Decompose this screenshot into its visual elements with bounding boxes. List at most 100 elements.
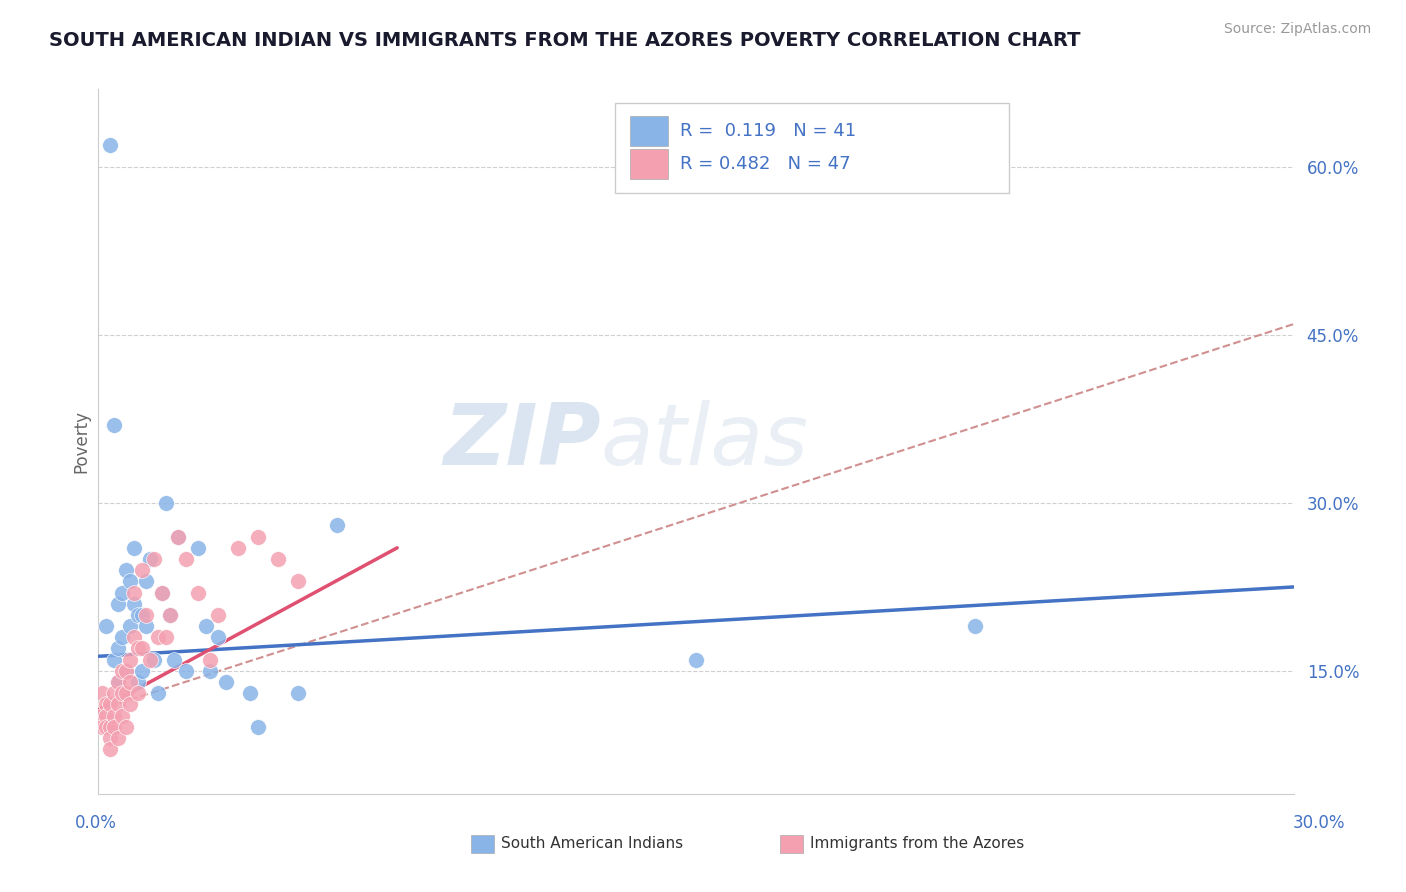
Point	[103, 686, 125, 700]
Point	[107, 641, 129, 656]
Point	[115, 664, 138, 678]
Text: Immigrants from the Azores: Immigrants from the Azores	[810, 837, 1024, 851]
Point	[155, 496, 177, 510]
Point	[111, 708, 134, 723]
Point	[91, 720, 114, 734]
Text: Source: ZipAtlas.com: Source: ZipAtlas.com	[1223, 22, 1371, 37]
Point	[131, 607, 153, 622]
Point	[124, 630, 146, 644]
Point	[127, 686, 149, 700]
FancyBboxPatch shape	[614, 103, 1010, 194]
Point	[103, 720, 125, 734]
Point	[107, 675, 129, 690]
Point	[115, 720, 138, 734]
Point	[120, 619, 142, 633]
Point	[131, 664, 153, 678]
Point	[111, 585, 134, 599]
Bar	[630, 116, 668, 145]
Point	[287, 686, 309, 700]
Point	[135, 619, 157, 633]
Point	[246, 720, 269, 734]
Point	[148, 630, 170, 644]
Point	[207, 607, 229, 622]
Text: 0.0%: 0.0%	[75, 814, 117, 831]
Point	[187, 585, 209, 599]
Point	[148, 686, 170, 700]
Point	[98, 731, 122, 745]
Point	[155, 630, 177, 644]
Point	[96, 698, 118, 712]
Point	[107, 597, 129, 611]
Point	[120, 698, 142, 712]
Point	[120, 675, 142, 690]
Point	[98, 698, 122, 712]
Point	[124, 597, 146, 611]
Point	[685, 653, 707, 667]
Point	[287, 574, 309, 589]
Text: atlas: atlas	[600, 400, 808, 483]
Point	[187, 541, 209, 555]
Point	[139, 552, 162, 566]
Point	[98, 138, 122, 153]
Point	[131, 641, 153, 656]
Point	[267, 552, 290, 566]
Text: R = 0.482   N = 47: R = 0.482 N = 47	[681, 155, 851, 173]
Point	[195, 619, 218, 633]
Point	[198, 664, 221, 678]
Point	[124, 585, 146, 599]
Point	[103, 417, 125, 432]
Point	[111, 686, 134, 700]
Point	[167, 530, 190, 544]
Point	[124, 541, 146, 555]
Point	[127, 675, 149, 690]
Text: 30.0%: 30.0%	[1292, 814, 1346, 831]
Point	[174, 664, 197, 678]
Point	[120, 574, 142, 589]
Point	[135, 574, 157, 589]
Point	[96, 720, 118, 734]
Point	[139, 653, 162, 667]
Text: South American Indians: South American Indians	[501, 837, 683, 851]
Point	[167, 530, 190, 544]
Point	[150, 585, 173, 599]
Point	[215, 675, 238, 690]
Point	[207, 630, 229, 644]
Point	[159, 607, 181, 622]
Point	[163, 653, 186, 667]
Point	[963, 619, 986, 633]
Point	[98, 720, 122, 734]
Point	[127, 641, 149, 656]
Point	[107, 731, 129, 745]
Text: SOUTH AMERICAN INDIAN VS IMMIGRANTS FROM THE AZORES POVERTY CORRELATION CHART: SOUTH AMERICAN INDIAN VS IMMIGRANTS FROM…	[49, 31, 1081, 50]
Point	[107, 675, 129, 690]
Text: ZIP: ZIP	[443, 400, 600, 483]
Point	[115, 563, 138, 577]
Point	[174, 552, 197, 566]
Point	[115, 664, 138, 678]
Point	[226, 541, 249, 555]
Point	[239, 686, 262, 700]
Point	[111, 664, 134, 678]
Point	[326, 518, 349, 533]
Point	[246, 530, 269, 544]
Point	[91, 686, 114, 700]
Point	[103, 653, 125, 667]
Point	[131, 563, 153, 577]
Point	[111, 630, 134, 644]
Point	[96, 619, 118, 633]
Point	[107, 698, 129, 712]
Point	[198, 653, 221, 667]
Point	[135, 607, 157, 622]
Point	[143, 552, 166, 566]
Point	[91, 708, 114, 723]
Point	[150, 585, 173, 599]
Point	[115, 686, 138, 700]
Point	[127, 607, 149, 622]
Point	[98, 742, 122, 756]
Text: R =  0.119   N = 41: R = 0.119 N = 41	[681, 122, 856, 140]
Point	[143, 653, 166, 667]
Point	[103, 708, 125, 723]
Point	[159, 607, 181, 622]
Bar	[630, 149, 668, 178]
Point	[120, 653, 142, 667]
